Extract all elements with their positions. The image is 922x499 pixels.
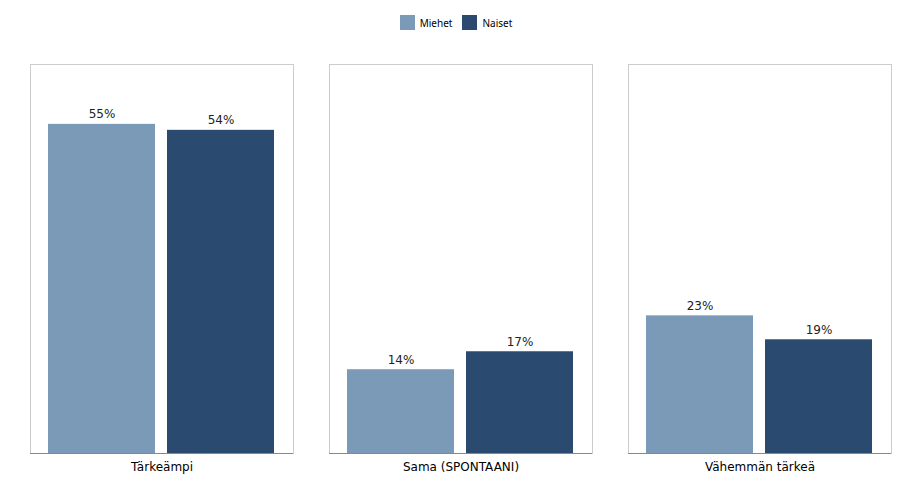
html-text:Naiset: Naiset bbox=[482, 15, 513, 30]
svg-text:19%: 19% bbox=[806, 323, 833, 337]
svg-text:Tärkeämpi: Tärkeämpi bbox=[130, 460, 193, 474]
svg-text:23%: 23% bbox=[687, 299, 714, 313]
svg-text:54%: 54% bbox=[208, 113, 235, 127]
svg-text:17%: 17% bbox=[507, 335, 534, 349]
svg-text:Sama (SPONTAANI): Sama (SPONTAANI) bbox=[403, 460, 519, 474]
svg-text:Vähemmän tärkeä: Vähemmän tärkeä bbox=[705, 460, 815, 474]
svg-text:55%: 55% bbox=[89, 107, 116, 121]
html-text:Miehet: Miehet bbox=[419, 15, 453, 30]
svg-text:14%: 14% bbox=[388, 353, 415, 367]
